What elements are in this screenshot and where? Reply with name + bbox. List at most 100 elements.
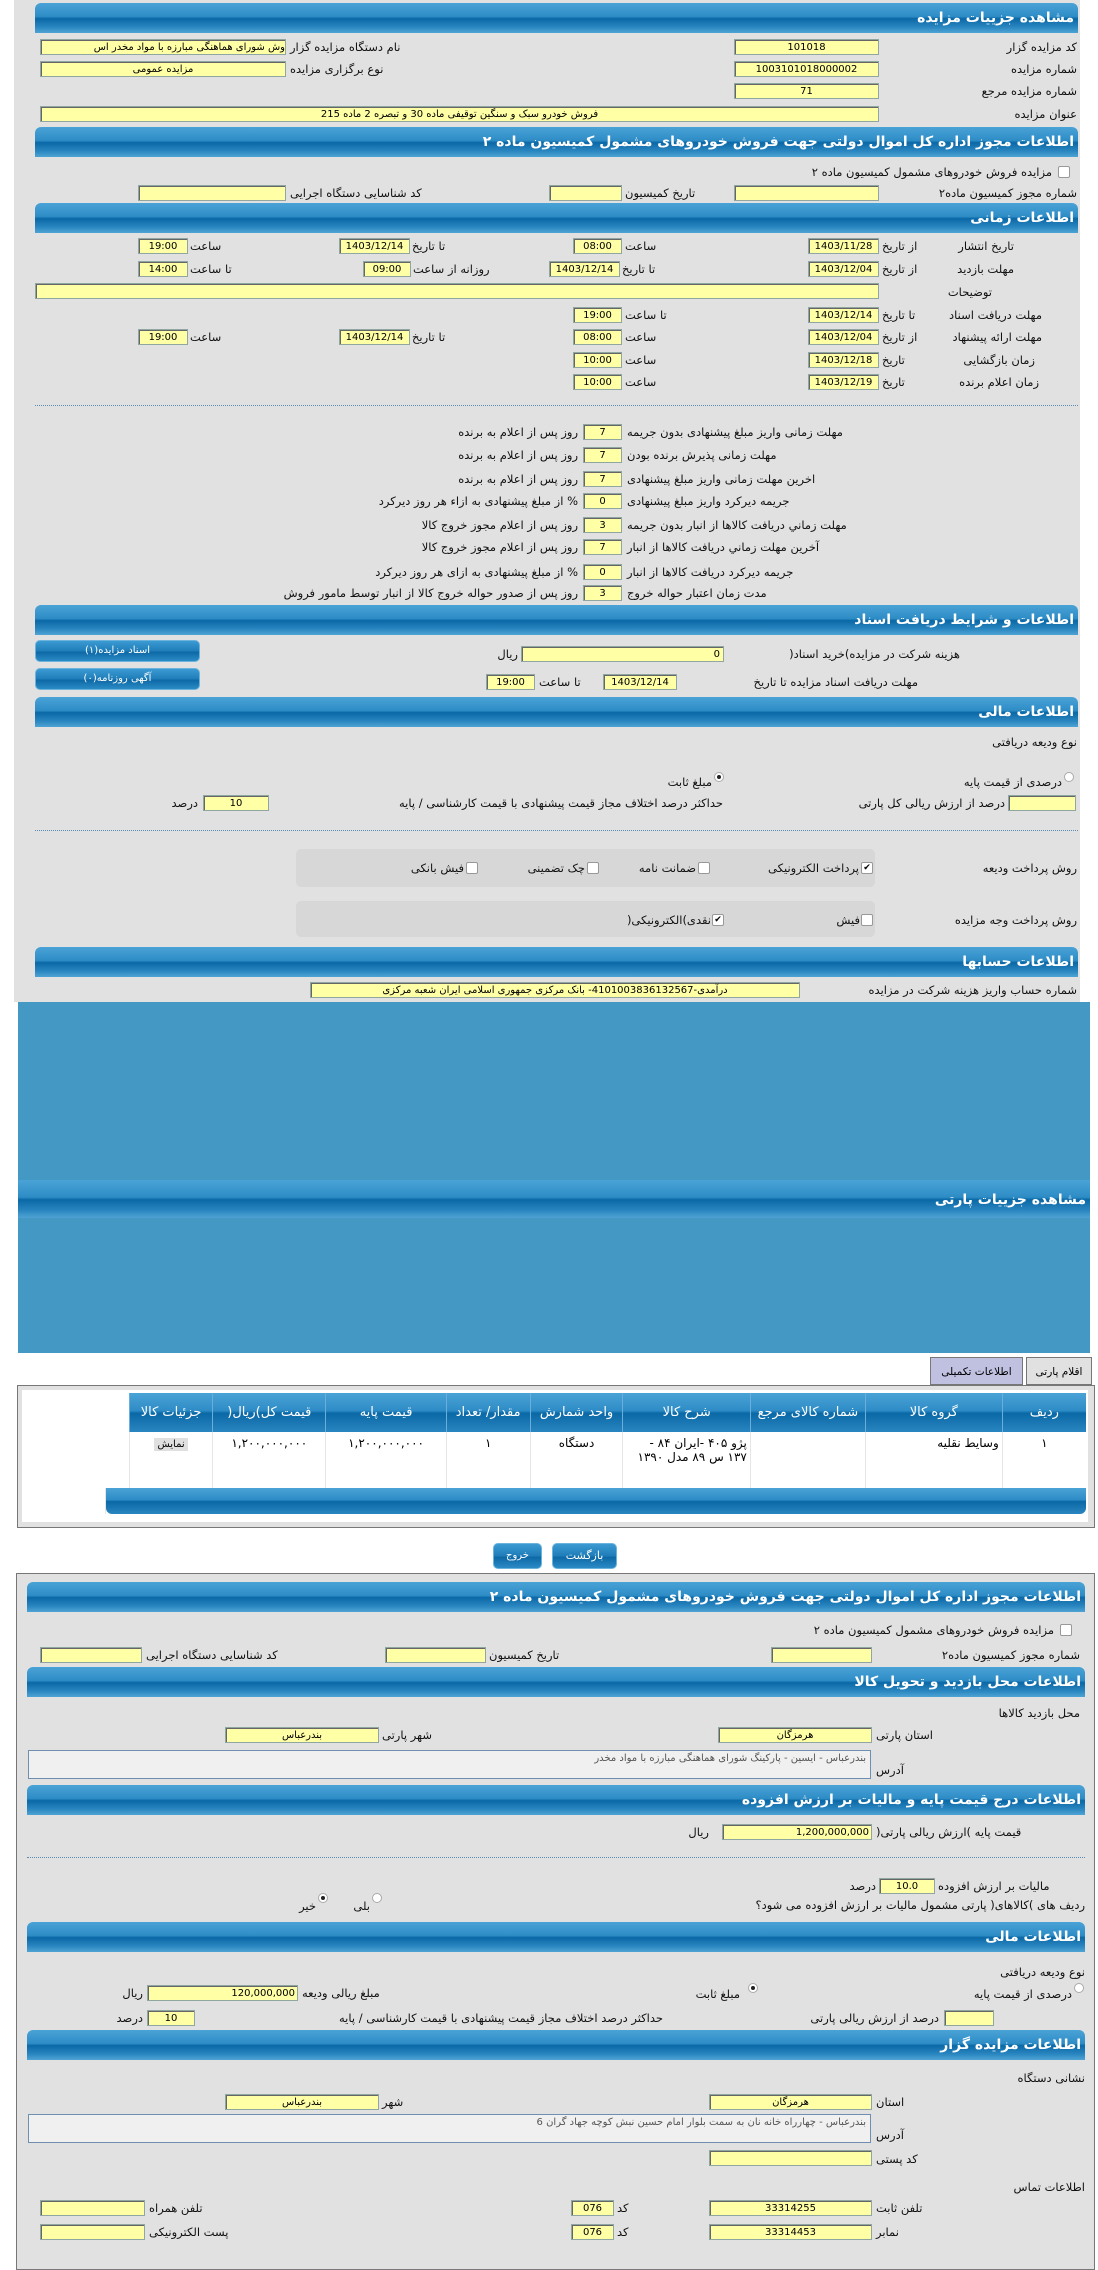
rule-label: مهلت زماني دريافت كالاها از انبار بدون ج… <box>627 518 847 532</box>
deposit-method-label: ضمانت نامه <box>638 861 696 875</box>
auction-method-checkbox[interactable] <box>861 914 873 926</box>
permit-date-field[interactable] <box>549 185 622 201</box>
radio-vat-yes[interactable] <box>372 1893 382 1903</box>
visit-daily-from[interactable]: 09:00 <box>363 261 411 277</box>
label: تلفن ثابت <box>876 2201 923 2215</box>
max-diff-field[interactable]: 10 <box>203 795 269 811</box>
label: کد شناسایی دستگاه اجرایی <box>290 186 422 200</box>
phone-code-field[interactable]: 076 <box>571 2200 614 2216</box>
deposit-method-checkbox[interactable] <box>698 862 710 874</box>
offer-from-time[interactable]: 08:00 <box>573 329 622 345</box>
permit-checkbox[interactable] <box>1058 166 1070 178</box>
rule-label: جریمه دیرکرد دریافت کالاها از انبار <box>627 565 794 579</box>
visit-daily-until[interactable]: 14:00 <box>138 261 188 277</box>
notes-field[interactable] <box>35 283 879 299</box>
fax-field[interactable]: 33314453 <box>709 2224 872 2240</box>
max-diff2-field[interactable]: 10 <box>147 2010 195 2026</box>
rule-value-field[interactable]: 0 <box>583 564 622 580</box>
rule-value-field[interactable]: 7 <box>583 539 622 555</box>
rule-value-field[interactable]: 0 <box>583 493 622 509</box>
publish-from-date[interactable]: 1403/11/28 <box>808 238 879 254</box>
rule-value-field[interactable]: 7 <box>583 447 622 463</box>
document-fee-field[interactable]: 0 <box>521 646 724 662</box>
postal-code-field[interactable] <box>709 2150 872 2166</box>
publish-to-date[interactable]: 1403/12/14 <box>339 238 410 254</box>
label: شهر <box>382 2095 404 2109</box>
publish-from-time[interactable]: 08:00 <box>573 238 622 254</box>
fax-code-field[interactable]: 076 <box>571 2224 614 2240</box>
rule-value-field[interactable]: 3 <box>583 585 622 601</box>
radio-vat-no[interactable] <box>318 1893 328 1903</box>
email-field[interactable] <box>40 2224 145 2240</box>
deposit-method-checkbox[interactable]: ✔ <box>861 862 873 874</box>
party-city-field[interactable]: بندرعباس <box>225 1727 379 1743</box>
deposit-percent2-field[interactable] <box>944 2010 994 2026</box>
permit2-checkbox[interactable] <box>1060 1624 1072 1636</box>
back-button[interactable]: بازگشت <box>552 1543 617 1569</box>
deposit-percent-field[interactable] <box>1008 795 1076 811</box>
auction-number-field[interactable]: 1003101018000002 <box>734 61 879 77</box>
opening-date[interactable]: 1403/12/18 <box>808 352 879 368</box>
vat-field[interactable]: 10.0 <box>879 1878 935 1894</box>
exit-button[interactable]: خروج <box>493 1543 542 1569</box>
docs-to-time[interactable]: 19:00 <box>573 307 622 323</box>
column-header: قیمت پایه <box>325 1393 447 1432</box>
radio-fixed[interactable] <box>714 772 724 782</box>
permit2-date-field[interactable] <box>385 1647 486 1663</box>
auction-type-field[interactable]: مزایده عمومی <box>40 61 286 77</box>
doc-deadline-date[interactable]: 1403/12/14 <box>603 674 677 690</box>
permit2-exec-code-field[interactable] <box>40 1647 142 1663</box>
party-province-field[interactable]: هرمزگان <box>718 1727 872 1743</box>
base-price-field[interactable]: 1,200,000,000 <box>722 1824 872 1840</box>
auction-method-checkbox[interactable]: ✔ <box>712 914 724 926</box>
winner-time[interactable]: 10:00 <box>573 374 622 390</box>
deposit-amount-field[interactable]: 120,000,000 <box>147 1985 298 2001</box>
label: هزینه شرکت در مزایده)خرید اسناد( <box>789 647 960 661</box>
mobile-field[interactable] <box>40 2200 145 2216</box>
tab-items[interactable]: اقلام پارتی <box>1026 1357 1092 1385</box>
party-address-field[interactable]: بندرعباس - ایسین - پارکینگ شورای هماهنگی… <box>28 1750 871 1779</box>
permit-number-field[interactable] <box>734 185 879 201</box>
show-details-button[interactable]: نمایش <box>154 1438 188 1451</box>
offer-to-time[interactable]: 19:00 <box>138 329 188 345</box>
label: بلی <box>353 1899 370 1913</box>
doc-deadline-time[interactable]: 19:00 <box>486 674 535 690</box>
deposit-method-label: پرداخت الکترونیکی <box>768 861 859 875</box>
radio-percent2[interactable] <box>1074 1983 1084 1993</box>
winner-date[interactable]: 1403/12/19 <box>808 374 879 390</box>
radio-fixed2[interactable] <box>748 1983 758 1993</box>
rule-suffix: % از مبلغ پیشنهادی به ازاء هر روز دیرکرد <box>378 494 578 508</box>
radio-percent[interactable] <box>1064 772 1074 782</box>
offer-to-date[interactable]: 1403/12/14 <box>339 329 410 345</box>
auctioneer-province-field[interactable]: هرمزگان <box>709 2094 872 2110</box>
exec-code-field[interactable] <box>138 185 286 201</box>
visit-to-date[interactable]: 1403/12/14 <box>549 261 620 277</box>
rule-value-field[interactable]: 7 <box>583 424 622 440</box>
publish-to-time[interactable]: 19:00 <box>138 238 188 254</box>
docs-to-date[interactable]: 1403/12/14 <box>808 307 879 323</box>
auctioneer-code-field[interactable]: 101018 <box>734 39 879 55</box>
auctioneer-address-field[interactable]: بندرعباس - چهارراه خانه نان به سمت بلوار… <box>28 2114 871 2143</box>
deposit-method-checkbox[interactable] <box>466 862 478 874</box>
phone-field[interactable]: 33314255 <box>709 2200 872 2216</box>
label: از تاریخ <box>882 239 918 253</box>
newspaper-ads-button[interactable]: آگهی روزنامه(۰) <box>35 668 200 690</box>
tab-supplementary[interactable]: اطلاعات تکمیلی <box>930 1357 1023 1385</box>
auctioneer-city-field[interactable]: بندرعباس <box>225 2094 379 2110</box>
rule-value-field[interactable]: 3 <box>583 517 622 533</box>
opening-time[interactable]: 10:00 <box>573 352 622 368</box>
auction-documents-button[interactable]: اسناد مزایده(۱) <box>35 640 200 662</box>
auction-subject-field[interactable]: فروش خودرو سبک و سنگین توقیفی ماده 30 و … <box>40 106 879 122</box>
deposit-method-checkbox[interactable] <box>587 862 599 874</box>
label: تا تاریخ <box>882 308 916 322</box>
visit-from-date[interactable]: 1403/12/04 <box>808 261 879 277</box>
auctioneer-org-field[interactable]: وش شورای هماهنگی مبارزه با مواد مخدر اس <box>40 39 286 55</box>
label: درصد از ارزش ریالی کل پارتی <box>858 796 1005 810</box>
auction-ref-field[interactable]: 71 <box>734 83 879 99</box>
account-field[interactable]: درآمدی-4101003836132567- بانک مرکزی جمهو… <box>310 982 800 998</box>
offer-from-date[interactable]: 1403/12/04 <box>808 329 879 345</box>
permit2-number-field[interactable] <box>771 1647 872 1663</box>
label: مزایده فروش خودروهای مشمول کمیسیون ماده … <box>813 1623 1054 1637</box>
label: تاریخ <box>882 353 905 367</box>
rule-value-field[interactable]: 7 <box>583 471 622 487</box>
